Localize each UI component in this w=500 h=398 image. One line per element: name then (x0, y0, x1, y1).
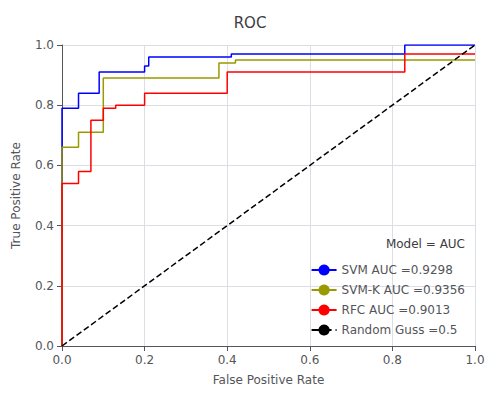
svg-text:1.0: 1.0 (35, 38, 54, 52)
svg-text:RFC AUC =0.9013: RFC AUC =0.9013 (342, 303, 451, 317)
svg-text:0.6: 0.6 (35, 158, 54, 172)
svg-text:0.2: 0.2 (35, 279, 54, 293)
svg-text:1.0: 1.0 (465, 353, 484, 367)
svg-text:SVM AUC =0.9298: SVM AUC =0.9298 (342, 263, 453, 277)
svg-text:False Positive Rate: False Positive Rate (213, 373, 325, 387)
svg-text:0.6: 0.6 (300, 353, 319, 367)
svg-text:0.0: 0.0 (35, 339, 54, 353)
svg-text:0.8: 0.8 (383, 353, 402, 367)
svg-text:True Positive Rate: True Positive Rate (9, 142, 23, 250)
svg-text:0.8: 0.8 (35, 98, 54, 112)
svg-text:0.4: 0.4 (35, 219, 54, 233)
svg-text:0.0: 0.0 (52, 353, 71, 367)
svg-text:Model = AUC: Model = AUC (386, 237, 465, 251)
svg-text:0.2: 0.2 (135, 353, 154, 367)
svg-text:Random Guss =0.5: Random Guss =0.5 (342, 323, 458, 337)
svg-text:SVM-K AUC =0.9356: SVM-K AUC =0.9356 (342, 283, 465, 297)
svg-text:ROC: ROC (234, 14, 267, 32)
svg-text:0.4: 0.4 (218, 353, 237, 367)
